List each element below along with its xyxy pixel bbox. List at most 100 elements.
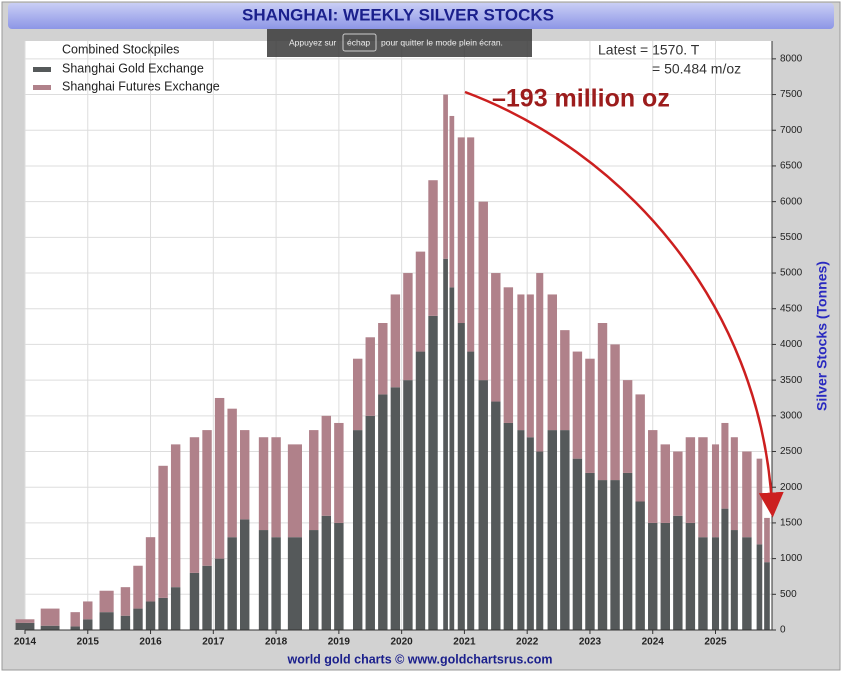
bar-segment: [449, 115, 455, 288]
bar-segment: [660, 444, 670, 523]
bar-segment: [287, 537, 302, 630]
bar-segment: [536, 273, 544, 452]
bar-segment: [415, 251, 426, 352]
bar-segment: [503, 422, 514, 630]
bar-segment: [685, 522, 696, 630]
bar-segment: [711, 444, 720, 538]
bar-segment: [756, 544, 763, 630]
bar-segment: [227, 537, 237, 630]
bar-segment: [334, 522, 344, 630]
bar-segment: [635, 394, 645, 502]
bar-segment: [711, 537, 720, 630]
bar-segment: [321, 415, 332, 516]
y-tick-label: 7000: [780, 125, 803, 136]
bar-segment: [403, 273, 413, 381]
chart-title: SHANGHAI: WEEKLY SILVER STOCKS: [242, 5, 554, 24]
bar-segment: [378, 323, 388, 395]
bar-segment: [15, 622, 35, 630]
bar-segment: [287, 444, 302, 538]
legend: Shanghai Gold Exchange Shanghai Futures E…: [33, 61, 220, 93]
bar-segment: [622, 472, 633, 630]
bar-segment: [742, 537, 752, 630]
bar-segment: [227, 408, 237, 538]
bar-segment: [334, 422, 344, 523]
bar-segment: [517, 294, 525, 431]
bar-segment: [214, 397, 225, 559]
y-tick-label: 2000: [780, 482, 803, 493]
bar-segment: [478, 201, 488, 381]
bar-segment: [428, 315, 438, 630]
bar-segment: [271, 437, 281, 538]
bar-segment: [622, 380, 633, 473]
bar-segment: [158, 465, 168, 598]
bar-segment: [120, 615, 131, 630]
bar-segment: [145, 601, 156, 630]
bar-segment: [170, 587, 181, 630]
y-tick-label: 1500: [780, 518, 803, 529]
bar-segment: [133, 565, 143, 609]
bar-segment: [457, 137, 465, 324]
bar-segment: [390, 387, 401, 630]
y-tick-label: 5000: [780, 268, 803, 279]
legend-label: Shanghai Gold Exchange: [62, 61, 204, 75]
bar-segment: [491, 273, 501, 402]
key-box: [342, 33, 377, 52]
legend-title: Combined Stockpiles: [62, 42, 179, 56]
bar-segment: [742, 451, 752, 538]
bar-segment: [133, 608, 143, 630]
bar-segment: [189, 437, 200, 573]
y-tick-label: 4500: [780, 303, 803, 314]
bar-segment: [503, 287, 514, 423]
bar-segment: [467, 137, 475, 352]
y-axis-label: Silver Stocks (Tonnes): [814, 261, 830, 411]
footer: world gold charts © www.goldchartsrus.co…: [286, 652, 552, 666]
bar-segment: [585, 358, 595, 473]
bar-segment: [70, 626, 80, 630]
bar-segment: [40, 608, 60, 626]
bar-segment: [202, 430, 212, 566]
bar-segment: [585, 472, 595, 630]
bar-segment: [491, 401, 501, 630]
x-tick-label: 2014: [14, 637, 37, 648]
bar-segment: [390, 294, 401, 388]
y-tick-label: 1000: [780, 553, 803, 564]
overlay-text: pour quitter le mode plein écran.: [381, 37, 503, 47]
bar-segment: [730, 530, 738, 630]
bar-segment: [83, 601, 93, 620]
bar-segment: [443, 94, 448, 259]
legend-label: Shanghai Futures Exchange: [62, 79, 220, 93]
overlay-text: Appuyez sur: [289, 37, 336, 47]
bar-segment: [756, 458, 763, 545]
bar-segment: [352, 430, 363, 630]
bar-segment: [572, 458, 583, 630]
bar-segment: [202, 565, 212, 630]
bar-segment: [309, 430, 319, 531]
bar-segment: [730, 437, 738, 531]
title-bar: [8, 3, 834, 29]
bar-segment: [99, 612, 114, 630]
x-tick-label: 2025: [704, 637, 727, 648]
bar-segment: [536, 451, 544, 630]
x-tick-label: 2018: [265, 637, 288, 648]
bar-segment: [648, 522, 658, 630]
bar-segment: [610, 480, 620, 630]
bar-segment: [83, 619, 93, 630]
y-tick-label: 5500: [780, 232, 803, 243]
bar-segment: [321, 515, 332, 630]
bar-segment: [597, 323, 608, 481]
bar-segment: [547, 430, 558, 630]
y-tick-label: 6500: [780, 161, 803, 172]
x-tick-label: 2019: [328, 637, 351, 648]
y-tick-label: 4000: [780, 339, 803, 350]
bar-segment: [698, 437, 708, 538]
bar-segment: [145, 537, 156, 602]
x-tick-label: 2022: [516, 637, 539, 648]
bar-segment: [597, 480, 608, 630]
bar-segment: [610, 344, 620, 481]
bar-segment: [764, 562, 770, 630]
bars: [15, 94, 770, 630]
x-tick-label: 2015: [77, 637, 100, 648]
bar-segment: [449, 287, 455, 630]
